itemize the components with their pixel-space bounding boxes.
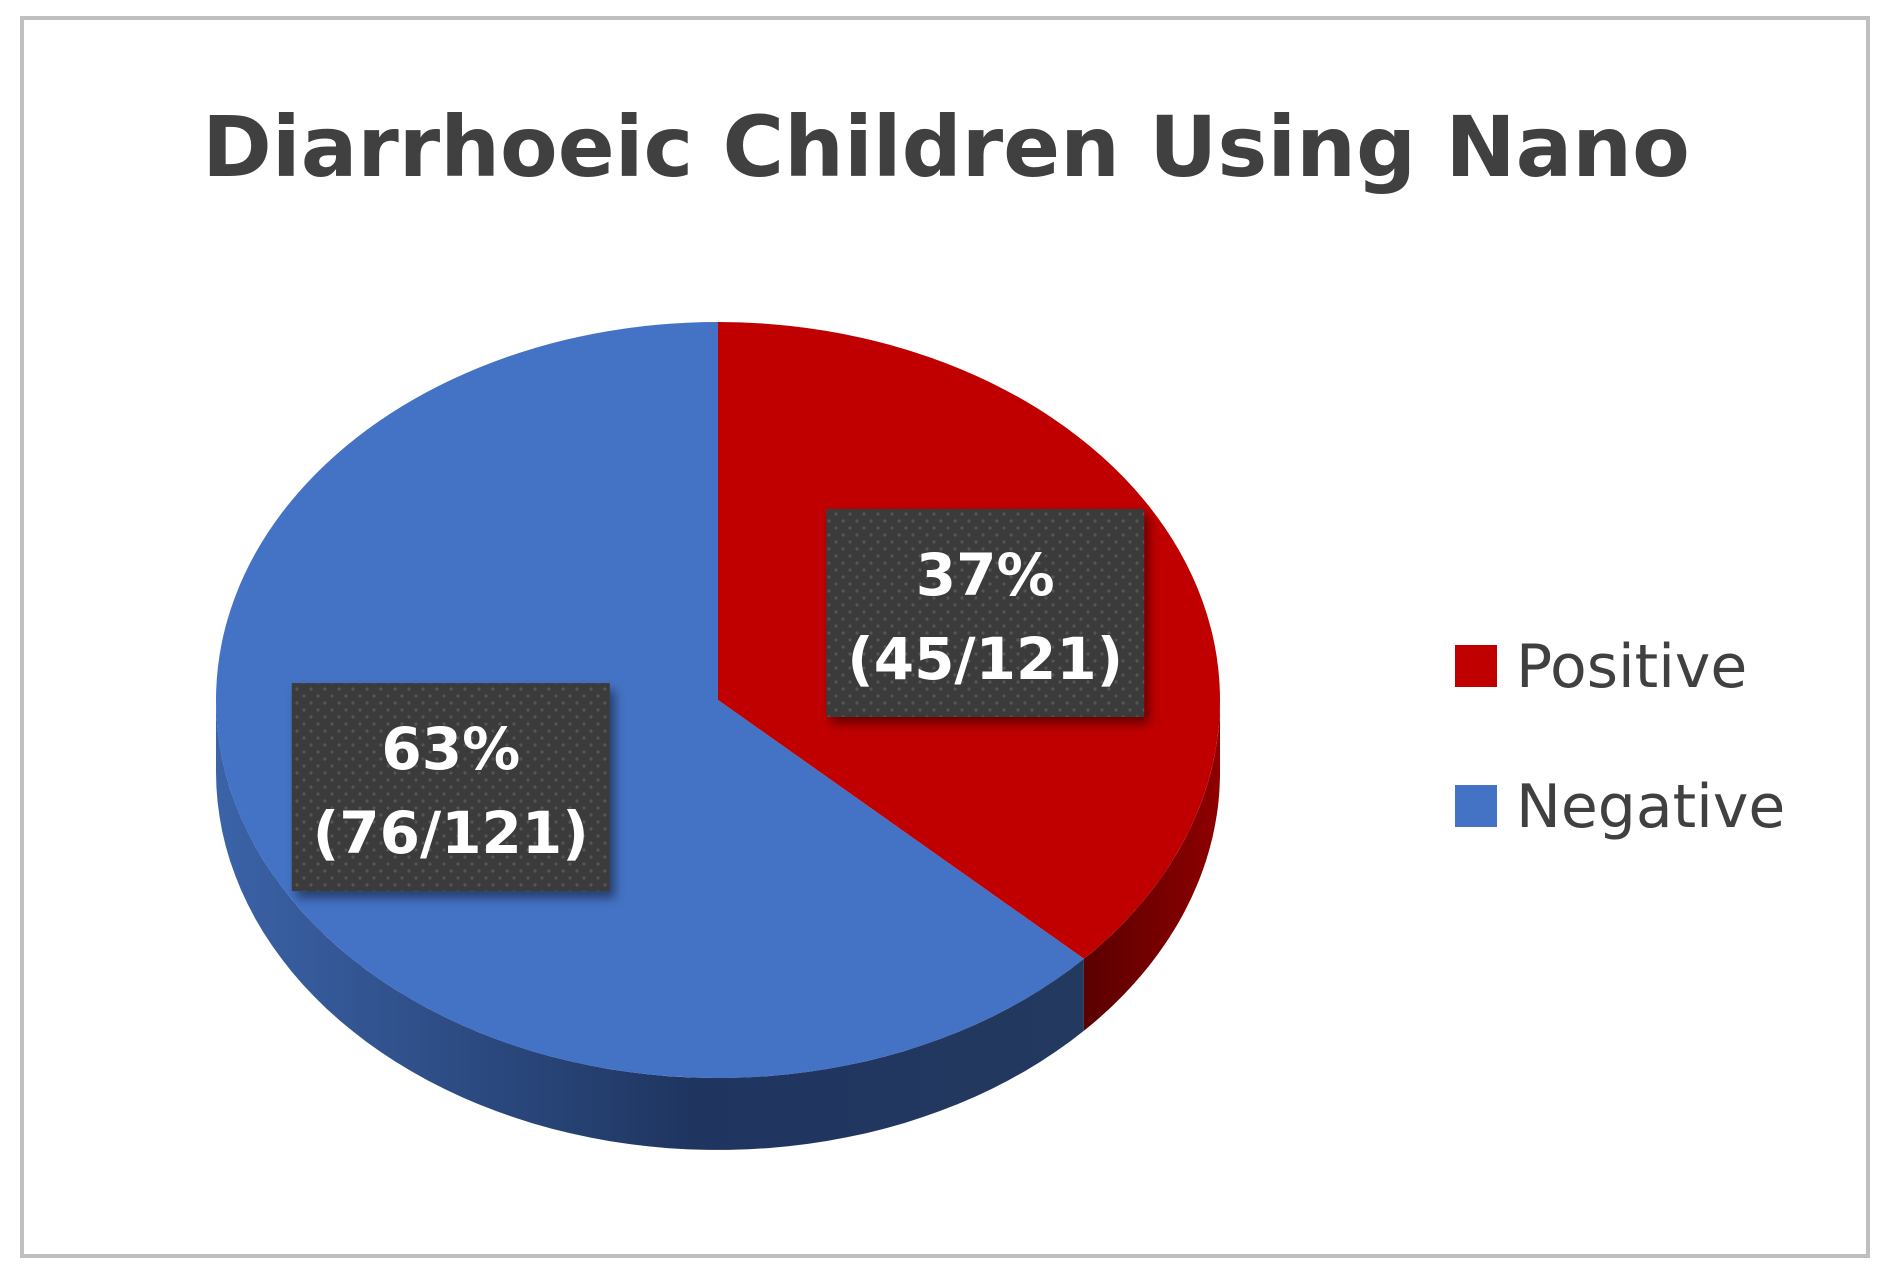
data-label-box <box>291 683 610 892</box>
legend-item-positive: Positive <box>1455 632 1747 702</box>
data-label-negative: 63% (76/121) <box>291 683 610 892</box>
data-labels: 37% (45/121) 63% (76/121) <box>291 508 1145 892</box>
data-label-positive: 37% (45/121) <box>826 508 1145 717</box>
legend-label-positive: Positive <box>1516 632 1747 702</box>
pie-side-negative <box>216 700 1084 1150</box>
legend-swatch-positive <box>1455 645 1497 687</box>
data-label-count: (45/121) <box>847 625 1123 693</box>
pie-depth <box>216 700 1220 1150</box>
legend: Positive Negative <box>1455 632 1785 842</box>
data-label-box <box>826 508 1145 717</box>
data-label-count: (76/121) <box>313 799 589 867</box>
data-label-percent: 37% <box>916 541 1055 609</box>
chart-title: Diarrhoeic Children Using Nano <box>202 98 1690 196</box>
legend-swatch-negative <box>1455 785 1497 827</box>
legend-item-negative: Negative <box>1455 772 1785 842</box>
pie-side-positive <box>1083 700 1220 1031</box>
data-label-percent: 63% <box>381 715 520 783</box>
legend-label-negative: Negative <box>1516 772 1785 842</box>
